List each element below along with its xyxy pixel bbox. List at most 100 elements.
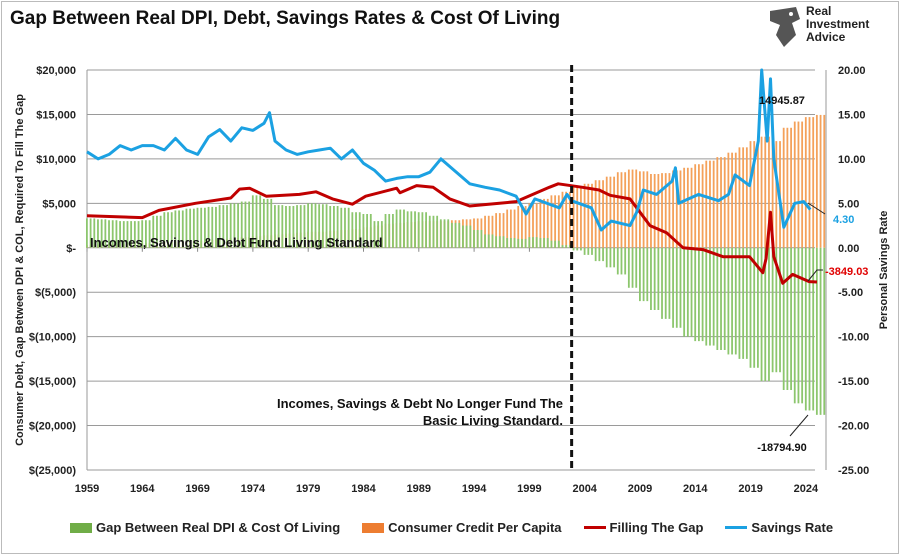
savings-leader-line — [807, 202, 826, 215]
gap-bar — [355, 212, 357, 248]
gap-bar — [347, 207, 350, 248]
gap-bar — [698, 247, 700, 342]
credit-bar — [580, 187, 582, 248]
logo: Real Investment Advice — [766, 5, 886, 49]
gap-bar — [303, 205, 306, 248]
gap-bar — [207, 206, 210, 248]
credit-bar — [598, 180, 601, 248]
gap-bar — [535, 237, 538, 248]
credit-bar — [616, 172, 619, 248]
credit-bar — [808, 117, 811, 248]
legend-gap: Gap Between Real DPI & Cost Of Living — [70, 520, 340, 535]
credit-bar — [675, 170, 678, 248]
gap-bar — [646, 247, 649, 302]
gap-bar — [145, 220, 147, 248]
gap-bar — [111, 220, 114, 248]
credit-bar — [613, 176, 616, 248]
x-tick-label: 1989 — [407, 483, 431, 495]
right-tick-label: 20.00 — [838, 65, 866, 77]
gap-bar — [775, 247, 778, 373]
gap-bar — [321, 204, 324, 248]
gap-bar — [395, 209, 398, 248]
gap-bar — [779, 247, 781, 373]
gap-bar — [764, 247, 767, 382]
credit-bar — [602, 180, 604, 248]
right-tick-label: -5.00 — [838, 287, 863, 299]
credit-bar — [716, 157, 719, 248]
gap-bar — [137, 221, 140, 248]
left-tick-label: $20,000 — [36, 65, 76, 77]
credit-bar — [498, 213, 501, 248]
gap-bar — [476, 230, 479, 248]
credit-bar — [804, 117, 807, 248]
gap-bar — [506, 238, 509, 248]
gap-bar — [797, 247, 800, 404]
credit-bar — [546, 198, 549, 248]
gap-bar — [307, 203, 309, 248]
x-tick-label: 2014 — [683, 483, 708, 495]
credit-bar — [624, 172, 627, 248]
right-axis-title: Personal Savings Rate — [878, 211, 890, 330]
gap-bar — [204, 207, 206, 248]
credit-bar — [568, 191, 571, 248]
legend-savings: Savings Rate — [725, 520, 833, 535]
gap-bar — [723, 247, 726, 350]
gap-bar — [720, 247, 722, 350]
x-tick-label: 1964 — [130, 483, 155, 495]
gap-bar — [565, 245, 568, 248]
gap-bar — [152, 215, 155, 248]
left-tick-label: $15,000 — [36, 109, 76, 121]
gap-bar — [196, 207, 199, 248]
x-tick-label: 1974 — [241, 483, 266, 495]
gap-bar — [583, 247, 586, 255]
gap-bar — [148, 220, 151, 248]
gap-bar — [270, 198, 273, 248]
gap-bar — [572, 247, 575, 251]
credit-bar — [543, 198, 545, 248]
credit-bar — [576, 187, 579, 248]
gap-leader-line — [789, 414, 809, 437]
legend-credit: Consumer Credit Per Capita — [362, 520, 562, 535]
gap-bar — [679, 247, 682, 328]
gap-bar — [580, 247, 582, 251]
filling-last-label: -3849.03 — [825, 266, 868, 278]
gap-bar — [661, 247, 663, 319]
gap-bar — [211, 206, 214, 248]
gap-bar — [410, 211, 413, 248]
credit-bar — [745, 147, 748, 248]
gap-bar — [808, 247, 811, 411]
x-tick-label: 1984 — [351, 483, 376, 495]
credit-bar — [775, 141, 778, 248]
gap-bar — [745, 247, 748, 359]
gap-bar — [93, 218, 96, 248]
credit-bar — [657, 174, 660, 248]
gap-bar — [403, 209, 405, 248]
gap-bar — [170, 212, 173, 248]
gap-bar — [484, 234, 486, 248]
gap-bar — [277, 205, 280, 248]
credit-bar — [731, 152, 733, 248]
credit-bar — [487, 215, 490, 248]
gap-bar — [465, 225, 468, 248]
gap-bar — [266, 198, 269, 248]
gap-bar — [432, 215, 435, 248]
gap-bar — [487, 234, 490, 248]
gap-bar — [100, 219, 103, 248]
gap-bar — [804, 247, 807, 411]
gap-bar — [329, 206, 332, 248]
credit-bar — [609, 176, 612, 248]
credit-bar — [672, 170, 674, 248]
credit-bar — [782, 127, 785, 248]
gap-bar — [462, 225, 464, 248]
gap-bar — [185, 208, 188, 248]
credit-bar — [554, 195, 557, 248]
credit-bar — [819, 114, 822, 248]
gap-bar — [447, 219, 450, 248]
gap-bar — [104, 219, 107, 248]
gap-bar — [653, 247, 656, 310]
credit-bar — [557, 195, 560, 248]
credit-bar — [757, 141, 759, 248]
gap-bar — [686, 247, 689, 337]
credit-bar — [524, 206, 527, 248]
x-tick-label: 2024 — [794, 483, 819, 495]
